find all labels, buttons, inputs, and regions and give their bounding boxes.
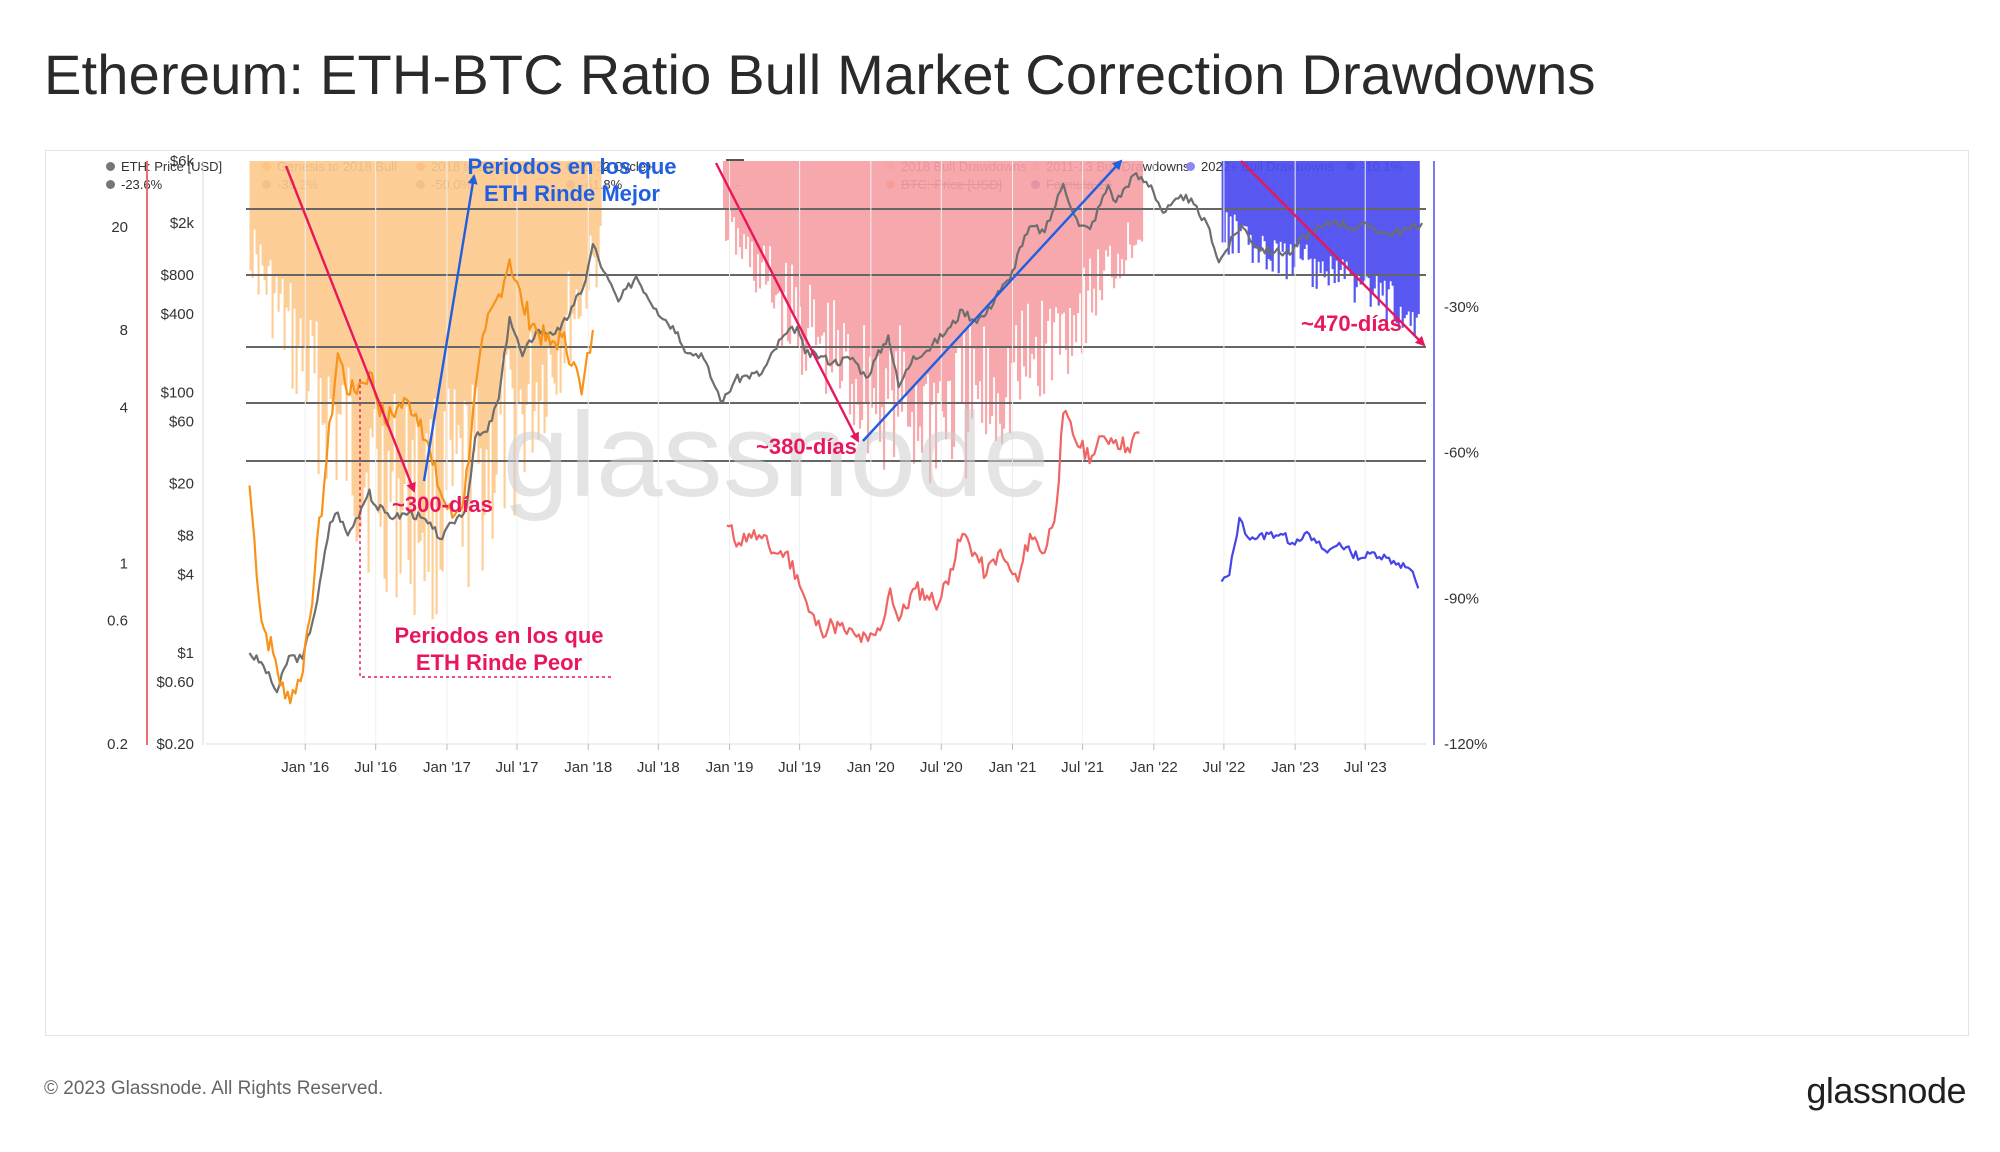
legend-swatch-icon [1186,162,1195,171]
series-line-2018-to-2021-bull [726,409,1140,644]
x-tick-label: Jan '23 [1271,759,1319,776]
x-tick-label: Jan '16 [281,759,329,776]
x-tick-label: Jul '17 [496,759,539,776]
drawdown-region [1221,161,1420,337]
x-tick-label: Jul '18 [637,759,680,776]
x-tick-label: Jul '21 [1061,759,1104,776]
price-tick-label: $400 [161,306,194,323]
ratio-tick-label: 0.6 [107,613,128,630]
x-tick-label: Jan '18 [564,759,612,776]
legend-swatch-icon [726,159,744,161]
ratio-tick-label: 0.2 [107,736,128,753]
annotation-470-days: ~470-días [1301,311,1402,336]
x-tick-label: Jul '19 [778,759,821,776]
annotation-worse-line2: ETH Rinde Peor [416,650,583,675]
price-tick-label: $1 [177,645,194,662]
brand-logo: glassnode [1806,1070,1966,1111]
series-line-genesis-to-2018-bull [248,258,594,705]
chart-svg: Jan '16 Jul '16 Jan '17 Jul '17 Jan '18 Jul '… [107,153,1487,776]
price-tick-label: $0.20 [156,736,194,753]
series-line-eth-price-usd- [248,172,1424,694]
drawdown-arrow [714,162,860,443]
ratio-tick-label: 20 [111,219,128,236]
x-tick-label: Jul '22 [1202,759,1245,776]
drawdown-tick-label: -120% [1444,736,1487,753]
x-tick-label: Jul '20 [920,759,963,776]
price-tick-label: $2k [170,215,195,232]
x-tick-label: Jan '21 [989,759,1037,776]
x-tick-label: Jan '20 [847,759,895,776]
price-tick-label: $20 [169,476,194,493]
annotation-worse-line1: Periodos en los que [394,623,603,648]
chart-panel: ETH: Price [USD]Genesis to 2018 Bull2018… [45,150,1969,1036]
price-tick-label: $8 [177,527,194,544]
annotation-380-days: ~380-días [756,434,857,459]
watermark-text: glassnode [502,388,1049,522]
legend-item[interactable] [726,159,750,161]
legend-label: -23.6% [121,177,163,192]
annotation-better-line2: ETH Rinde Mejor [484,181,660,206]
x-tick-label: Jul '16 [354,759,397,776]
price-tick-label: $0.60 [156,674,194,691]
legend-item[interactable]: -23.6% [106,177,162,192]
drawdown-tick-label: -30% [1444,299,1479,316]
legend-swatch-icon [106,162,115,171]
ratio-tick-label: 1 [120,555,128,572]
legend-swatch-icon [106,180,115,189]
copyright-footer: © 2023 Glassnode. All Rights Reserved. [44,1078,384,1099]
ratio-tick-label: 4 [120,400,128,417]
price-tick-label: $800 [161,267,194,284]
price-tick-label: $60 [169,413,194,430]
price-tick-label: $6k [170,153,195,170]
price-tick-label: $4 [177,567,194,584]
drawdown-arrow [284,165,416,493]
recovery-arrow [422,174,478,482]
x-tick-label: Jan '22 [1130,759,1178,776]
x-tick-label: Jan '19 [706,759,754,776]
drawdown-tick-label: -60% [1444,445,1479,462]
recovery-arrow [862,159,1123,442]
x-tick-label: Jan '17 [423,759,471,776]
page-title: Ethereum: ETH-BTC Ratio Bull Market Corr… [44,43,1596,106]
price-tick-label: $100 [161,385,194,402]
annotation-300-days: ~300-días [392,492,493,517]
x-tick-label: Jul '23 [1344,759,1387,776]
series-line-2022-cycle- [1220,516,1420,589]
annotation-better-line1: Periodos en los que [467,154,676,179]
drawdown-tick-label: -90% [1444,590,1479,607]
ratio-tick-label: 8 [120,322,128,339]
drawdown-arrow [1240,160,1426,347]
